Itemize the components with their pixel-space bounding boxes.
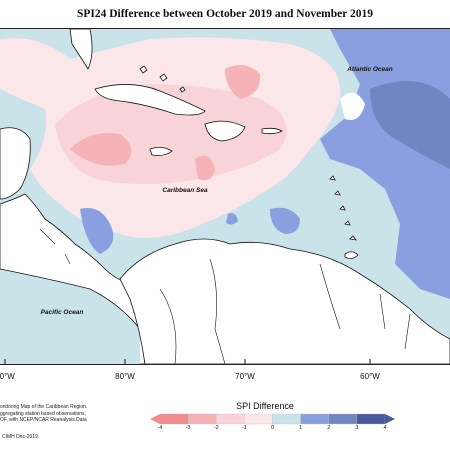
puerto-rico: [261, 127, 283, 135]
cuba: [94, 84, 206, 116]
pacific-water: [0, 269, 140, 364]
legend-tick-label: 1: [299, 425, 303, 431]
florida: [69, 29, 93, 70]
legend-cell: [272, 413, 301, 425]
hispaniola: [204, 120, 246, 142]
legend-tick-label: -1: [241, 425, 247, 431]
map-title: SPI24 Difference between October 2019 an…: [76, 8, 374, 20]
south-america-land: [119, 238, 450, 364]
bahamas: [139, 65, 186, 93]
legend-tick-label: 2: [327, 425, 331, 431]
longitude-label: 60°W: [360, 372, 380, 381]
lesser-antilles: [329, 175, 357, 241]
legend-colorbar: [150, 413, 395, 425]
jamaica: [149, 147, 173, 156]
footnote-line: onitoring Map of the Caribbean Region.: [0, 404, 88, 410]
longitude-ticks: [4, 359, 371, 364]
medium-pink-anomaly-north: [225, 65, 261, 99]
legend-cell: [187, 413, 217, 425]
legend-tick-label: -3: [185, 425, 191, 431]
landmasses: [0, 29, 450, 364]
medium-pink-anomaly-west: [70, 133, 132, 166]
legend-cell: [328, 413, 358, 425]
label-atlantic-ocean: Atlantic Ocean: [346, 66, 393, 73]
label-pacific-ocean: Pacific Ocean: [41, 309, 84, 316]
legend-cell: [385, 414, 395, 424]
dark-blue-anomaly: [370, 81, 450, 169]
trinidad: [344, 251, 359, 259]
credit: CIMH Dec-2019: [2, 434, 38, 440]
blue-anomaly-panama: [80, 208, 114, 254]
legend-cell: [159, 413, 189, 425]
legend-title: SPI Difference: [236, 401, 294, 411]
yucatan: [0, 127, 31, 200]
footnote-line: OF, with NCEP/NCAR Reanalysis Data: [0, 417, 87, 423]
legend-cell: [356, 413, 386, 425]
legend-cell: [216, 413, 245, 425]
legend-tick-label: 4: [383, 425, 387, 431]
longitude-label: 70°W: [235, 372, 255, 381]
pacific-coastline: [0, 268, 146, 364]
footnote: onitoring Map of the Caribbean Region. g…: [0, 404, 87, 424]
blue-anomaly-venezuela: [270, 207, 300, 234]
longitude-label: 80°W: [115, 372, 135, 381]
footnote-line: ggregating station based observations,: [0, 410, 86, 417]
legend-cell: [150, 414, 160, 424]
legend-cell: [244, 413, 273, 425]
longitude-label: 90°W: [0, 372, 15, 381]
map-panel: Atlantic Ocean Caribbean Sea Pacific Oce…: [0, 28, 450, 365]
blue-anomaly-curacao: [226, 213, 238, 225]
legend-tick-label: 3: [355, 425, 359, 431]
legend-tick-label: 0: [270, 425, 275, 431]
medium-pink-anomaly-south: [195, 155, 215, 181]
legend-cell: [300, 413, 329, 425]
legend-tick-label: -4: [157, 425, 163, 431]
borders: [39, 228, 411, 364]
label-caribbean-sea: Caribbean Sea: [162, 187, 208, 194]
legend-tick-label: -2: [213, 425, 219, 431]
white-area-atlantic: [340, 92, 365, 120]
spi-map: Atlantic Ocean Caribbean Sea Pacific Oce…: [0, 29, 450, 364]
